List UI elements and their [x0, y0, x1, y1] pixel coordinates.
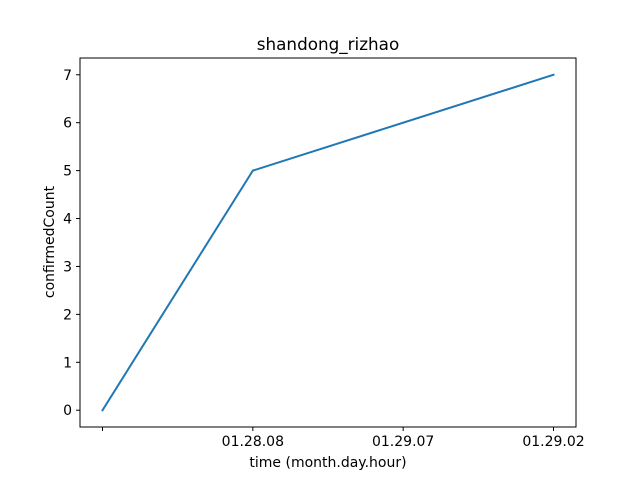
y-tick-label: 1 — [63, 355, 72, 371]
y-tick-label: 0 — [63, 403, 72, 419]
y-tick-label: 6 — [63, 116, 72, 132]
y-tick-label: 5 — [63, 164, 72, 180]
x-tick-label: 01.29.07 — [372, 434, 434, 450]
plot-area — [101, 73, 555, 412]
x-axis: 01.28.08 01.29.07 01.29.02 — [102, 427, 585, 450]
y-tick-label: 7 — [63, 68, 72, 84]
chart-title: shandong_rizhao — [257, 34, 399, 55]
y-tick-label: 4 — [63, 212, 72, 228]
x-tick-label: 01.29.02 — [522, 434, 584, 450]
axes-frame — [79, 57, 577, 428]
y-axis-label: confirmedCount — [42, 185, 58, 298]
x-axis-label: time (month.day.hour) — [249, 455, 406, 471]
y-axis: 0 1 2 3 4 5 6 7 — [63, 68, 80, 419]
y-tick-label: 2 — [63, 307, 72, 323]
x-tick-label: 01.28.08 — [222, 434, 284, 450]
y-tick-label: 3 — [63, 259, 72, 275]
series-line — [101, 73, 555, 412]
